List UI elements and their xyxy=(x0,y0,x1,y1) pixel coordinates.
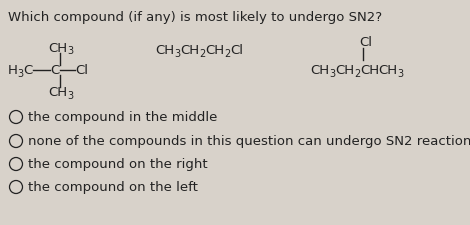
Text: the compound on the left: the compound on the left xyxy=(28,181,197,194)
Text: 3: 3 xyxy=(329,69,335,79)
Text: Cl: Cl xyxy=(75,64,88,77)
Text: CH: CH xyxy=(48,86,67,99)
Text: CH: CH xyxy=(155,44,174,57)
Text: 3: 3 xyxy=(397,69,403,79)
Text: CH: CH xyxy=(205,44,224,57)
Text: Which compound (if any) is most likely to undergo SN2?: Which compound (if any) is most likely t… xyxy=(8,11,382,24)
Text: 2: 2 xyxy=(199,49,205,59)
Text: CH: CH xyxy=(310,64,329,77)
Text: CH: CH xyxy=(335,64,354,77)
Text: none of the compounds in this question can undergo SN2 reactions: none of the compounds in this question c… xyxy=(28,135,470,148)
Text: 3: 3 xyxy=(67,46,73,56)
Text: 2: 2 xyxy=(224,49,230,59)
Text: Cl: Cl xyxy=(230,44,243,57)
Text: CH: CH xyxy=(360,64,379,77)
Text: C: C xyxy=(50,64,59,77)
Text: Cl: Cl xyxy=(359,36,372,49)
Text: CH: CH xyxy=(48,41,67,54)
Text: 3: 3 xyxy=(174,49,180,59)
Text: CH: CH xyxy=(180,44,199,57)
Text: the compound in the middle: the compound in the middle xyxy=(28,111,217,124)
Text: 3: 3 xyxy=(17,69,23,79)
Text: C: C xyxy=(23,64,32,77)
Text: CH: CH xyxy=(378,64,397,77)
Text: 2: 2 xyxy=(354,69,360,79)
Text: H: H xyxy=(8,64,18,77)
Text: 3: 3 xyxy=(67,91,73,101)
Text: the compound on the right: the compound on the right xyxy=(28,158,207,171)
